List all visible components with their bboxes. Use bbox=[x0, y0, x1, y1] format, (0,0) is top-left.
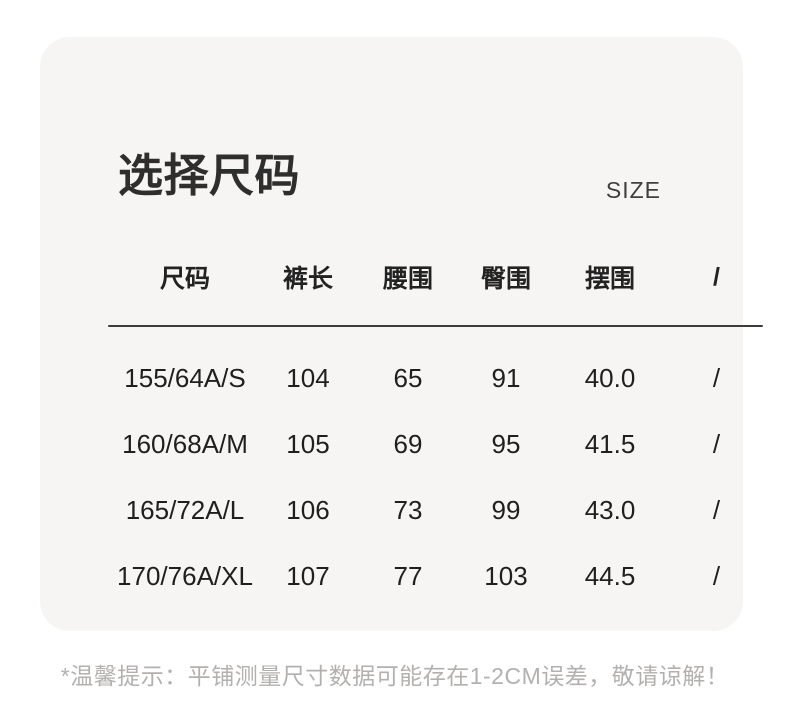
table-row: 165/72A/L 106 73 99 43.0 / bbox=[108, 477, 763, 543]
pant-length-cell: 105 bbox=[286, 428, 330, 459]
header-divider-line bbox=[108, 325, 763, 327]
size-cell: 155/64A/S bbox=[124, 362, 246, 393]
placeholder-cell: / bbox=[712, 494, 721, 525]
column-header-size: 尺码 bbox=[159, 265, 210, 293]
size-cell: 170/76A/XL bbox=[117, 560, 253, 591]
hem-cell: 43.0 bbox=[584, 494, 636, 525]
placeholder-cell: / bbox=[712, 362, 721, 393]
measurement-disclaimer: *温馨提示：平铺测量尺寸数据可能存在1-2CM误差，敬请谅解！ bbox=[60, 663, 730, 689]
table-row: 155/64A/S 104 65 91 40.0 / bbox=[108, 345, 763, 411]
hem-cell: 40.0 bbox=[584, 362, 636, 393]
table-header-row: 尺码 裤长 腰围 臀围 摆围 / bbox=[108, 259, 763, 294]
hip-cell: 99 bbox=[491, 494, 521, 525]
column-header-hip: 臀围 bbox=[480, 265, 531, 293]
page-title: 选择尺码 bbox=[118, 150, 301, 201]
pant-length-cell: 104 bbox=[286, 362, 330, 393]
table-row: 160/68A/M 105 69 95 41.5 / bbox=[108, 411, 763, 477]
size-cell: 165/72A/L bbox=[125, 494, 245, 525]
pant-length-cell: 106 bbox=[286, 494, 330, 525]
waist-cell: 77 bbox=[393, 560, 423, 591]
column-header-hem: 摆围 bbox=[584, 265, 635, 293]
size-chart-card: 选择尺码 SIZE 尺码 裤长 腰围 臀围 摆围 / 155/64A/S 104… bbox=[40, 37, 763, 631]
column-header-waist: 腰围 bbox=[382, 265, 433, 293]
placeholder-cell: / bbox=[712, 428, 721, 459]
placeholder-cell: / bbox=[712, 560, 721, 591]
hip-cell: 95 bbox=[491, 428, 521, 459]
column-header-placeholder: / bbox=[713, 262, 720, 291]
column-header-pant-length: 裤长 bbox=[282, 265, 333, 293]
table-row: 170/76A/XL 107 77 103 44.5 / bbox=[108, 543, 763, 609]
size-cell: 160/68A/M bbox=[122, 428, 248, 459]
table-body: 155/64A/S 104 65 91 40.0 / 160/68A/M 105… bbox=[40, 345, 790, 609]
hem-cell: 44.5 bbox=[584, 560, 636, 591]
waist-cell: 69 bbox=[393, 428, 423, 459]
pant-length-cell: 107 bbox=[286, 560, 330, 591]
waist-cell: 73 bbox=[393, 494, 423, 525]
hip-cell: 103 bbox=[484, 560, 528, 591]
hip-cell: 91 bbox=[491, 362, 521, 393]
size-caption: SIZE bbox=[605, 177, 661, 203]
hem-cell: 41.5 bbox=[584, 428, 636, 459]
waist-cell: 65 bbox=[393, 362, 423, 393]
